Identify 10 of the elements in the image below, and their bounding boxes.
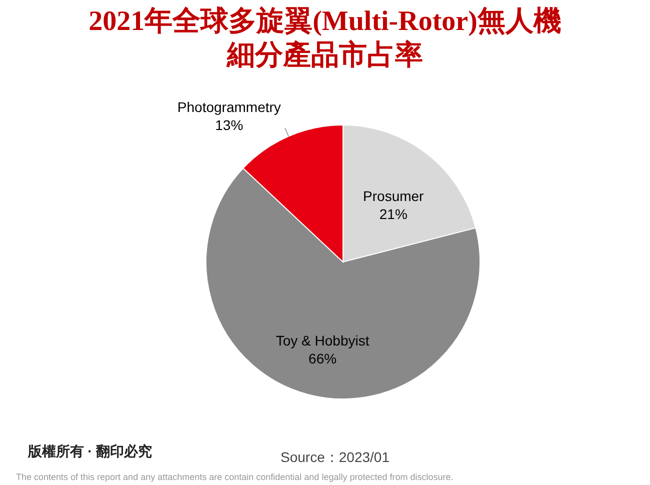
data-label: 13% [215,117,244,134]
slice-label: Prosumer [363,188,424,204]
data-label: 21% [379,206,408,222]
slice-label: Photogrammetry [177,99,281,116]
slice-label: Toy & Hobbyist [276,332,370,349]
chart-title: 2021年全球多旋翼(Multi-Rotor)無人機細分產品市占率 [88,6,562,71]
text: 版權所有 · 翻印必究 [26,443,152,459]
data-label: 66% [308,350,337,367]
text: The contents of this report and any attachments are contain confidential and legally protected from disclosure. [16,472,454,482]
source-note: Source：2023/01 [280,449,390,465]
